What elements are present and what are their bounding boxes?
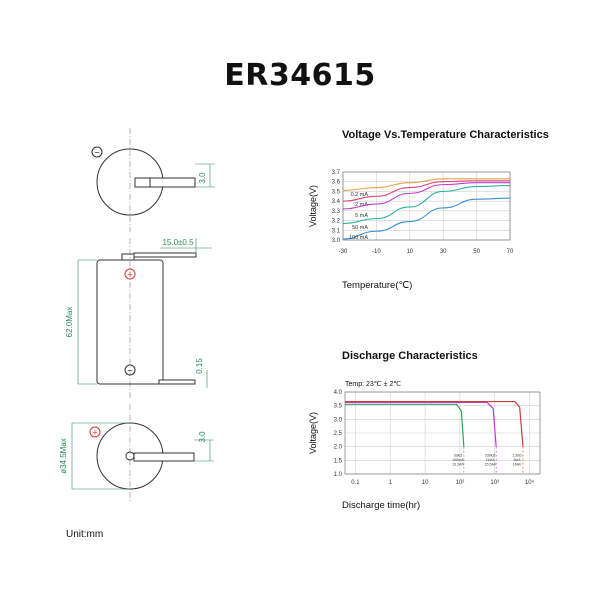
chart1-ylabel: Voltage(V) [308, 185, 318, 227]
chart2-ytick-label: 3.5 [334, 404, 343, 410]
chart2-ytick-label: 2.0 [334, 445, 343, 451]
chart2-xtick-label: 10⁴ [525, 479, 535, 486]
side-plus-sign: + [127, 270, 132, 280]
chart1-ytick-label: 3.6 [332, 180, 341, 186]
chart1-xtick-label: 50 [473, 249, 480, 255]
chart1-series-label: 100 mA [349, 235, 368, 241]
chart2-xtick-label: 1 [389, 480, 393, 486]
chart2-annotation: Temp: 23℃ ± 2℃ [345, 381, 402, 388]
chart2-plot-frame [344, 391, 541, 475]
chart2-series-label: 1.2kΩ 3mA 16Ah [512, 454, 522, 467]
chart2-xtick-label: 10² [456, 480, 465, 486]
chart1-ytick-label: 3.0 [332, 238, 341, 244]
chart2-xtick-label: 0.1 [351, 480, 360, 486]
chart1-series-label: 5 mA [355, 213, 368, 219]
chart1-series-line [342, 178, 510, 192]
chart1-ytick-label: 3.1 [332, 228, 341, 234]
top-view [91, 128, 215, 232]
chart2-series-label: 330kΩ 11mA 15.5Ah [484, 454, 495, 467]
chart2-ytick-label: 4.0 [334, 390, 343, 396]
chart1-ytick-label: 3.5 [332, 189, 341, 195]
chart1-xtick-label: 70 [507, 249, 514, 255]
height-dimension: 62.0Max [65, 307, 74, 338]
chart1-series-line [342, 185, 511, 225]
chart2-ytick-label: 2.5 [334, 431, 343, 437]
chart1-series-line [342, 180, 510, 202]
chart1-ytick-label: 3.7 [332, 170, 341, 176]
chart1-xtick-label: 10 [406, 249, 413, 255]
chart1-ytick-label: 3.3 [332, 209, 341, 215]
side-view [77, 238, 212, 398]
bottom-view [71, 404, 214, 502]
chart1-series-label: 50 mA [352, 225, 368, 231]
chart2-series-label: 33kΩ 100mA 13.2Ah [452, 454, 464, 467]
chart2-ylabel: Voltage(V) [308, 412, 318, 454]
chart2-ytick-label: 1.5 [334, 458, 343, 464]
chart2-series-line [345, 403, 465, 447]
chart2-xtick-label: 10 [422, 480, 429, 486]
chart2-ytick-label: 1.0 [334, 472, 343, 478]
tab-offset-dimension: 0.15 [195, 358, 204, 374]
side-minus-sign: − [127, 366, 132, 376]
chart1-series-label: 2 mA [355, 202, 368, 208]
chart1-series-line [342, 197, 511, 240]
unit-note: Unit:mm [66, 529, 104, 540]
top-tab-dimension: 3.0 [198, 172, 207, 184]
chart1-series-label: 0.2 mA [351, 192, 369, 198]
chart1-series-line [342, 182, 510, 210]
diameter-dimension: ø34.5Max [59, 438, 68, 474]
chart1-plot-frame [342, 171, 511, 241]
chart1-xlabel: Temperature(℃) [342, 280, 413, 291]
chart2-xlabel: Discharge time(hr) [342, 500, 421, 511]
tab-length-dimension: 15.0±0.5 [162, 238, 194, 247]
chart1-xtick-label: 30 [440, 249, 447, 255]
bottom-tab-dimension: 3.0 [198, 431, 207, 443]
chart2-series-line [345, 401, 497, 447]
chart1-xtick-label: -30 [339, 249, 348, 255]
chart2-series-line [345, 400, 524, 447]
chart2-xtick-label: 10³ [490, 480, 499, 486]
chart2-title: Discharge Characteristics [342, 350, 478, 362]
chart1-ytick-label: 3.4 [332, 199, 341, 205]
chart2-ytick-label: 3.0 [334, 417, 343, 423]
bottom-plus-sign: + [92, 428, 97, 438]
product-title: ER34615 [224, 58, 376, 93]
chart1-title: Voltage Vs.Temperature Characteristics [342, 129, 549, 141]
top-minus-sign: − [94, 148, 99, 158]
chart1-xtick-label: -10 [372, 249, 381, 255]
chart1-ytick-label: 3.2 [332, 219, 341, 225]
